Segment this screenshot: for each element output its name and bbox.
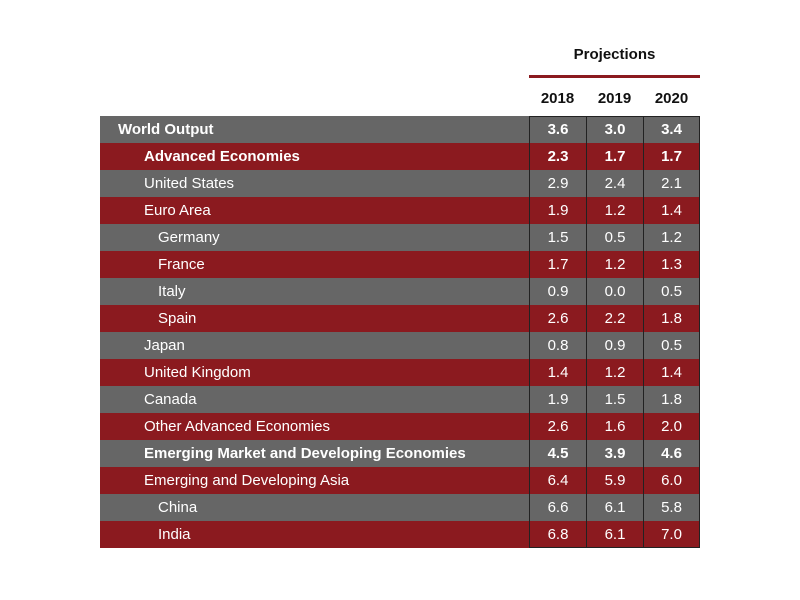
value-cell-2018: 0.8 [529, 332, 586, 359]
value-cell-2018: 6.6 [529, 494, 586, 521]
value-cell-2019: 0.5 [586, 224, 643, 251]
row-label: France [158, 256, 205, 273]
value-cell-2019: 2.2 [586, 305, 643, 332]
table-body: World Output 3.6 3.0 3.4 Advanced Economies 2… [100, 116, 700, 548]
row-label: Italy [158, 283, 186, 300]
value-cell-2019: 1.2 [586, 251, 643, 278]
value-cell-2020: 1.2 [643, 224, 700, 251]
value-cell-2019: 1.7 [586, 143, 643, 170]
value-cell-2019: 6.1 [586, 521, 643, 548]
table-row: Advanced Economies 2.3 1.7 1.7 [100, 143, 700, 170]
row-label: Emerging and Developing Asia [144, 472, 350, 489]
projections-underline [529, 75, 700, 78]
row-label: Euro Area [144, 202, 211, 219]
table-row: Germany 1.5 0.5 1.2 [100, 224, 700, 251]
value-cell-2020: 3.4 [643, 116, 700, 143]
value-cell-2018: 0.9 [529, 278, 586, 305]
table-row: Italy 0.9 0.0 0.5 [100, 278, 700, 305]
value-cell-2018: 2.6 [529, 413, 586, 440]
row-label: Emerging Market and Developing Economies [144, 445, 466, 462]
table-row: Canada 1.9 1.5 1.8 [100, 386, 700, 413]
row-label: Japan [144, 337, 185, 354]
table-row: Emerging and Developing Asia 6.4 5.9 6.0 [100, 467, 700, 494]
table-row: Other Advanced Economies 2.6 1.6 2.0 [100, 413, 700, 440]
value-cell-2020: 1.3 [643, 251, 700, 278]
value-cell-2019: 2.4 [586, 170, 643, 197]
column-header-2020: 2020 [654, 90, 689, 107]
row-label: China [158, 499, 198, 516]
value-cell-2018: 6.8 [529, 521, 586, 548]
row-label: Germany [158, 229, 220, 246]
value-cell-2018: 1.4 [529, 359, 586, 386]
value-cell-2020: 4.6 [643, 440, 700, 467]
value-cell-2018: 2.3 [529, 143, 586, 170]
column-header-2019: 2019 [597, 90, 632, 107]
table-row: United States 2.9 2.4 2.1 [100, 170, 700, 197]
row-label: Spain [158, 310, 197, 327]
value-cell-2019: 1.5 [586, 386, 643, 413]
table-row: Spain 2.6 2.2 1.8 [100, 305, 700, 332]
value-cell-2018: 1.9 [529, 386, 586, 413]
value-cell-2020: 6.0 [643, 467, 700, 494]
value-cell-2018: 1.9 [529, 197, 586, 224]
value-cell-2020: 1.7 [643, 143, 700, 170]
value-cell-2019: 3.0 [586, 116, 643, 143]
value-cell-2020: 2.0 [643, 413, 700, 440]
table-row: United Kingdom 1.4 1.2 1.4 [100, 359, 700, 386]
row-label: World Output [118, 121, 214, 138]
projections-header: Projections [573, 46, 656, 63]
table-row: World Output 3.6 3.0 3.4 [100, 116, 700, 143]
value-cell-2020: 1.4 [643, 359, 700, 386]
value-cell-2019: 5.9 [586, 467, 643, 494]
value-cell-2018: 1.5 [529, 224, 586, 251]
value-cell-2019: 1.6 [586, 413, 643, 440]
row-label: Advanced Economies [144, 148, 300, 165]
value-cell-2018: 2.6 [529, 305, 586, 332]
value-cell-2019: 0.0 [586, 278, 643, 305]
table-row: Japan 0.8 0.9 0.5 [100, 332, 700, 359]
table-row: China 6.6 6.1 5.8 [100, 494, 700, 521]
table-row: France 1.7 1.2 1.3 [100, 251, 700, 278]
row-label: Canada [144, 391, 197, 408]
value-cell-2020: 1.8 [643, 386, 700, 413]
value-cell-2020: 0.5 [643, 278, 700, 305]
value-cell-2020: 5.8 [643, 494, 700, 521]
value-cell-2019: 3.9 [586, 440, 643, 467]
value-cell-2020: 1.4 [643, 197, 700, 224]
value-cell-2019: 1.2 [586, 359, 643, 386]
value-cell-2020: 7.0 [643, 521, 700, 548]
value-cell-2018: 6.4 [529, 467, 586, 494]
value-cell-2018: 2.9 [529, 170, 586, 197]
row-label: Other Advanced Economies [144, 418, 330, 435]
value-cell-2018: 3.6 [529, 116, 586, 143]
table-row: Emerging Market and Developing Economies… [100, 440, 700, 467]
value-cell-2020: 0.5 [643, 332, 700, 359]
value-cell-2018: 4.5 [529, 440, 586, 467]
table-row: India 6.8 6.1 7.0 [100, 521, 700, 548]
row-label: United States [144, 175, 235, 192]
value-cell-2019: 6.1 [586, 494, 643, 521]
table-row: Euro Area 1.9 1.2 1.4 [100, 197, 700, 224]
value-cell-2020: 1.8 [643, 305, 700, 332]
value-cell-2019: 1.2 [586, 197, 643, 224]
value-cell-2018: 1.7 [529, 251, 586, 278]
row-label: United Kingdom [144, 364, 251, 381]
row-label: India [158, 526, 191, 543]
column-header-2018: 2018 [540, 90, 575, 107]
value-cell-2019: 0.9 [586, 332, 643, 359]
value-cell-2020: 2.1 [643, 170, 700, 197]
